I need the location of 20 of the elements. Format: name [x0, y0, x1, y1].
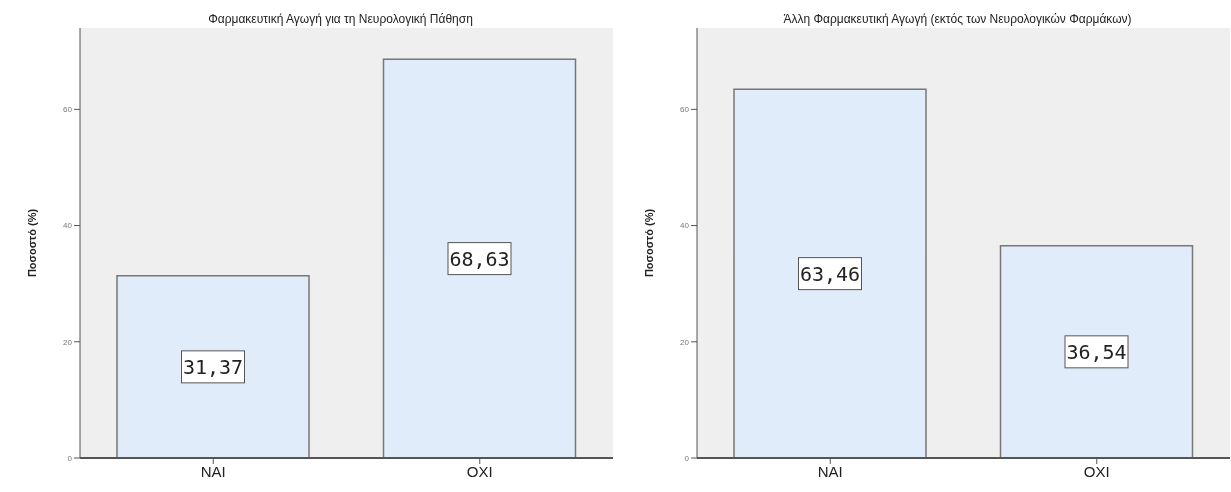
y-tick-label: 60	[63, 105, 73, 115]
chart-title: Άλλη Φαρμακευτική Αγωγή (εκτός των Νευρολογικών Φαρμάκων)	[782, 12, 1133, 26]
data-label: 36,54	[1066, 339, 1127, 364]
y-tick-label: 40	[63, 221, 73, 231]
y-tick-label: 60	[680, 105, 690, 115]
y-tick-label: 0	[67, 453, 73, 463]
y-tick-label: 20	[680, 337, 690, 347]
x-tick-label: ΝΑΙ	[817, 462, 843, 480]
data-label: 68,63	[449, 246, 510, 271]
x-tick-label: ΟΧΙ	[1083, 462, 1110, 480]
x-tick-label: ΝΑΙ	[200, 462, 226, 480]
y-tick-label: 0	[684, 453, 690, 463]
y-tick-label: 20	[63, 337, 73, 347]
data-label: 63,46	[799, 261, 861, 286]
y-axis-title: Ποσοστό (%)	[25, 208, 38, 278]
y-tick-label: 40	[680, 221, 690, 231]
data-label: 31,37	[182, 354, 244, 379]
y-axis-title: Ποσοστό (%)	[642, 208, 655, 278]
chart-title: Φαρμακευτική Αγωγή για τη Νευρολογική Πάθηση	[207, 12, 474, 26]
x-tick-label: ΟΧΙ	[466, 462, 493, 480]
